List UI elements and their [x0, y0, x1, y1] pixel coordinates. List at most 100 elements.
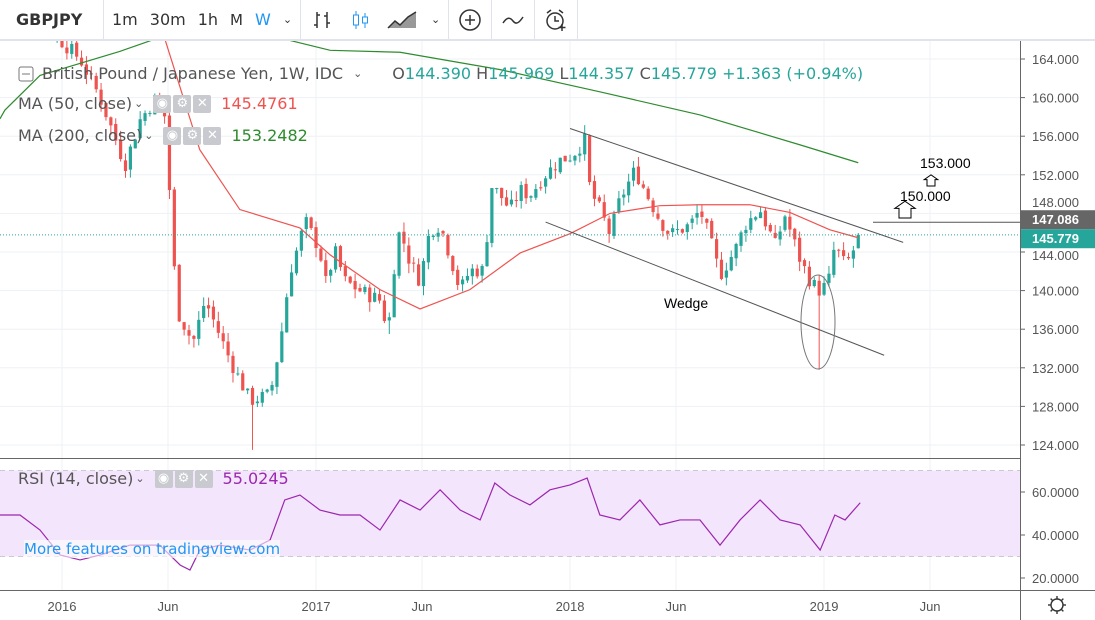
candle	[700, 204, 704, 224]
compare-icon[interactable]	[500, 7, 526, 33]
candle-body	[119, 139, 123, 160]
candle-body	[329, 269, 333, 276]
candle	[75, 41, 79, 61]
candle	[309, 216, 313, 231]
candle	[798, 231, 802, 272]
open-label: O	[392, 64, 405, 83]
candle	[802, 258, 807, 274]
gear-icon[interactable]: ⚙	[174, 469, 193, 488]
gear-icon[interactable]: ⚙	[173, 94, 192, 113]
candle-body	[685, 224, 689, 233]
candle-body	[197, 319, 201, 339]
up-arrow-icon	[922, 174, 940, 187]
interval-1m[interactable]: 1m	[112, 10, 138, 29]
gear-tooth	[1050, 608, 1054, 612]
candle-body	[221, 333, 225, 342]
settings-gear-icon[interactable]	[1048, 596, 1066, 614]
chevron-icon[interactable]: ⌄	[135, 472, 145, 485]
candle-body	[65, 47, 69, 54]
candle	[329, 268, 333, 283]
chart-style-group: ⌄	[301, 0, 450, 39]
symbol-chevron-icon[interactable]: ⌄	[353, 67, 363, 80]
low-value: 144.357	[568, 64, 635, 83]
close-icon[interactable]: ✕	[193, 94, 212, 113]
close-icon[interactable]: ✕	[194, 469, 213, 488]
candle	[622, 189, 626, 206]
candle	[148, 110, 152, 117]
candle-body	[671, 228, 675, 233]
candle-body	[612, 213, 616, 236]
candle-body	[802, 260, 807, 267]
candle	[695, 204, 699, 225]
candle	[94, 72, 98, 93]
wedge-upper-trendline	[569, 128, 904, 243]
candle	[192, 334, 196, 348]
interval-30m[interactable]: 30m	[149, 10, 186, 29]
chevron-icon[interactable]: ⌄	[134, 97, 144, 110]
candle	[524, 178, 528, 204]
interval-dropdown-chevron-icon[interactable]: ⌄	[282, 13, 293, 26]
ma50-label[interactable]: MA (50, close)	[18, 94, 133, 113]
candle	[783, 214, 787, 232]
eye-icon[interactable]: ◉	[153, 94, 172, 113]
interval-1h[interactable]: 1h	[197, 10, 219, 29]
ma200-label[interactable]: MA (200, close)	[18, 126, 143, 145]
candle	[568, 154, 572, 163]
candle	[392, 269, 396, 318]
rsi-label[interactable]: RSI (14, close)	[18, 469, 134, 488]
candle	[661, 219, 665, 237]
wedge-label: Wedge	[664, 295, 708, 311]
candle	[456, 265, 460, 290]
candle	[128, 144, 132, 178]
candle-body	[368, 287, 372, 303]
candle	[114, 118, 118, 146]
gear-circle	[1050, 598, 1064, 612]
gear-tooth	[1060, 608, 1064, 612]
symbol-title[interactable]: British Pound / Japanese Yen, 1W, IDC	[42, 64, 344, 83]
high-label: H	[476, 64, 489, 83]
candle	[387, 312, 391, 335]
candle-body	[793, 228, 797, 240]
candle	[827, 265, 831, 287]
chevron-icon[interactable]: ⌄	[144, 129, 154, 142]
ma200-line	[0, 41, 859, 164]
candlestick-icon[interactable]	[347, 7, 373, 33]
rsi-tick-label: 20.0000	[1032, 571, 1079, 586]
candle-body	[602, 202, 606, 218]
candle	[348, 275, 352, 285]
candle	[441, 230, 445, 237]
candle	[89, 66, 93, 81]
alert-icon[interactable]	[543, 7, 569, 33]
candle	[221, 326, 225, 349]
candle-body	[265, 389, 269, 392]
add-indicator-icon[interactable]	[457, 7, 483, 33]
candle-body	[475, 268, 479, 277]
candle-body	[79, 57, 84, 66]
close-icon[interactable]: ✕	[203, 126, 222, 145]
candle-body	[504, 197, 509, 206]
candle-body	[817, 280, 821, 296]
candle	[294, 247, 299, 276]
candle	[431, 234, 435, 241]
interval-W[interactable]: W	[255, 10, 271, 29]
symbol-search-button[interactable]: GBPJPY	[0, 0, 104, 39]
candle-body	[856, 234, 860, 249]
candle	[763, 207, 768, 231]
collapse-icon[interactable]	[18, 66, 34, 82]
candle-body	[827, 273, 831, 283]
wedge-lower-trendline	[545, 221, 885, 356]
bar-chart-icon[interactable]	[309, 7, 335, 33]
eye-icon[interactable]: ◉	[154, 469, 173, 488]
candle-body	[192, 335, 196, 339]
tradingview-watermark-link[interactable]: More features on tradingview.com	[24, 540, 281, 558]
candle	[319, 245, 323, 263]
candle-body	[407, 245, 411, 264]
candle-body	[446, 234, 450, 256]
eye-icon[interactable]: ◉	[163, 126, 182, 145]
area-chart-icon[interactable]	[385, 7, 419, 33]
time-tick-label: 2018	[556, 599, 585, 614]
gear-icon[interactable]: ⚙	[183, 126, 202, 145]
chart-style-chevron-icon[interactable]: ⌄	[431, 13, 441, 26]
interval-M[interactable]: M	[230, 10, 243, 29]
candle-body	[573, 155, 577, 161]
